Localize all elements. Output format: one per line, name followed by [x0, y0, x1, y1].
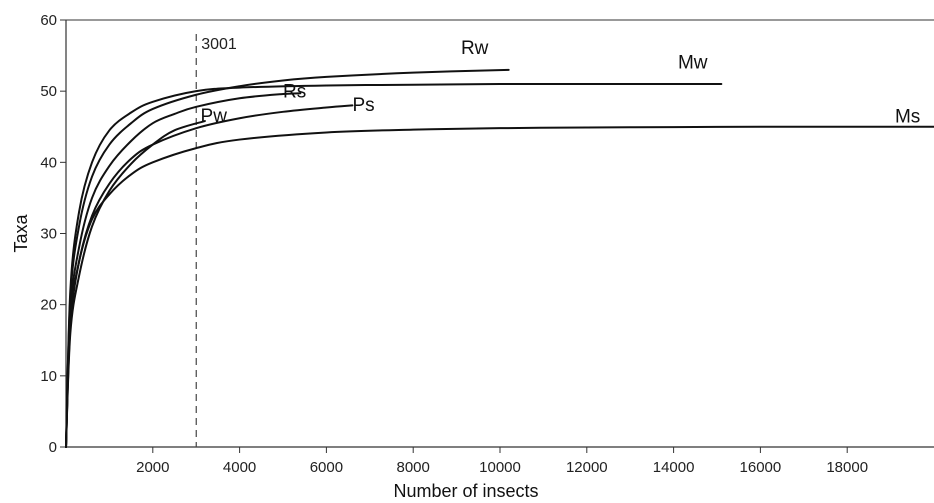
- y-tick-label: 10: [40, 368, 57, 385]
- series-line-rw: [65, 68, 510, 448]
- series-label-ms: Ms: [895, 106, 920, 127]
- x-tick-label: 2000: [136, 459, 169, 476]
- y-axis-title: Taxa: [11, 214, 31, 253]
- series-line-ps: [65, 104, 354, 448]
- series-line-rs: [65, 92, 302, 448]
- series-labels: Rw Mw Rs Ps Pw Ms: [201, 38, 921, 127]
- x-tick-label: 4000: [223, 459, 256, 476]
- x-axis-title: Number of insects: [393, 481, 538, 501]
- x-tick-label: 18000: [826, 459, 868, 476]
- y-tick-label: 30: [40, 226, 57, 243]
- x-tick-label: 6000: [310, 459, 343, 476]
- series-label-rw: Rw: [461, 38, 489, 59]
- y-ticks: 0 10 20 30 40 50 60: [40, 12, 66, 456]
- series-label-mw: Mw: [678, 52, 708, 73]
- series-label-rs: Rs: [283, 82, 306, 103]
- x-tick-label: 10000: [479, 459, 521, 476]
- series-label-pw: Pw: [201, 106, 228, 127]
- x-tick-label: 12000: [566, 459, 608, 476]
- series-line-mw: [65, 82, 723, 448]
- y-tick-label: 50: [40, 83, 57, 100]
- reference-line-group: 3001: [195, 34, 237, 447]
- series-group: [65, 68, 934, 448]
- y-tick-label: 0: [49, 439, 57, 456]
- x-tick-label: 8000: [397, 459, 430, 476]
- y-tick-label: 60: [40, 12, 57, 29]
- x-tick-label: 14000: [653, 459, 695, 476]
- reference-line-label: 3001: [201, 36, 237, 53]
- x-tick-label: 16000: [740, 459, 782, 476]
- series-label-ps: Ps: [352, 95, 374, 116]
- y-tick-label: 20: [40, 297, 57, 314]
- x-ticks: 2000 4000 6000 8000 10000 12000 14000 16000 1800…: [136, 447, 868, 476]
- series-line-ms: [65, 125, 934, 448]
- y-tick-label: 40: [40, 154, 57, 171]
- series-line-pw: [65, 120, 206, 448]
